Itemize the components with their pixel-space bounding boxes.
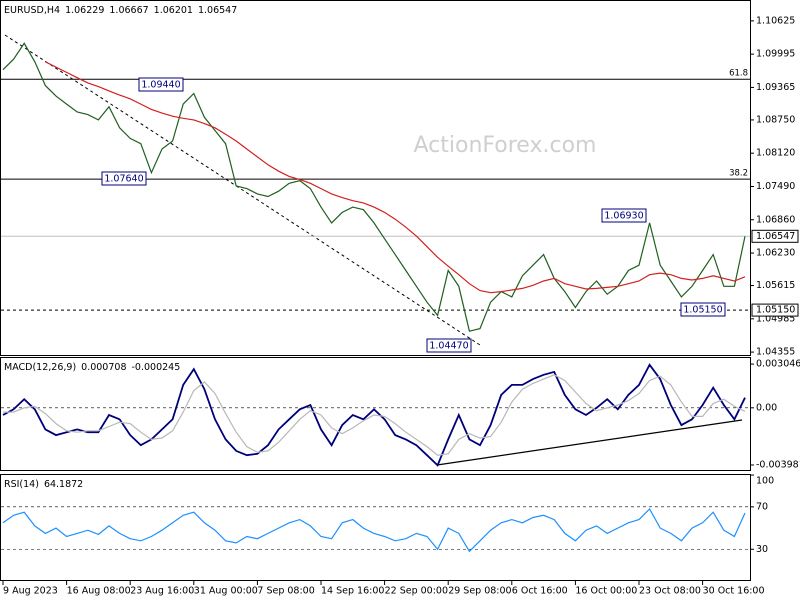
y-tick-label: 1.08120 bbox=[756, 148, 795, 159]
x-tick-label: 23 Oct 08:00 bbox=[639, 586, 701, 597]
annotation-label: 1.05150 bbox=[683, 305, 722, 316]
y-tick-label: 1.04985 bbox=[756, 313, 795, 324]
rsi-panel-frame bbox=[0, 474, 751, 581]
x-tick-label: 9 Aug 2023 bbox=[3, 586, 58, 597]
x-tick-label: 29 Sep 08:00 bbox=[448, 586, 511, 597]
annotation-label: 1.06930 bbox=[604, 211, 643, 222]
y-tick-label: 1.06230 bbox=[756, 248, 795, 259]
series-line bbox=[45, 61, 746, 294]
x-tick-label: 16 Aug 08:00 bbox=[67, 586, 131, 597]
annotation-box bbox=[426, 338, 472, 353]
annotation-box bbox=[138, 77, 184, 92]
series-line bbox=[2, 42, 746, 332]
x-tick-label: 31 Aug 00:00 bbox=[194, 586, 258, 597]
main-panel-frame bbox=[0, 0, 751, 356]
annotation-box bbox=[601, 208, 647, 223]
macd-panel-frame bbox=[0, 357, 751, 471]
price-tag-box bbox=[751, 229, 799, 243]
trend-line bbox=[4, 34, 481, 346]
y-tick-label: 0.00 bbox=[756, 402, 777, 413]
x-tick-label: 6 Oct 16:00 bbox=[512, 586, 568, 597]
panel-header: MACD(12,26,9) 0.000708 -0.000245 bbox=[4, 362, 180, 373]
y-tick-label: 70 bbox=[756, 501, 768, 512]
panel-title: RSI(14) bbox=[4, 479, 39, 490]
y-tick-label: 1.05615 bbox=[756, 280, 795, 291]
price-tag-box bbox=[751, 303, 799, 317]
watermark: ActionForex.com bbox=[414, 133, 597, 158]
series-line bbox=[2, 363, 746, 467]
series-line bbox=[3, 374, 746, 456]
series-line bbox=[2, 508, 746, 553]
level-label: 38.2 bbox=[729, 169, 748, 179]
y-tick-label: 0.003046 bbox=[756, 359, 800, 370]
x-tick-label: 22 Sep 00:00 bbox=[385, 586, 448, 597]
y-tick-label: 1.04355 bbox=[756, 347, 795, 358]
y-tick-label: -0.003981 bbox=[756, 459, 800, 470]
annotation-label: 1.04470 bbox=[429, 341, 468, 352]
y-tick-label: 1.09995 bbox=[756, 49, 795, 60]
x-tick-label: 30 Oct 16:00 bbox=[703, 586, 765, 597]
header-value: 1.06229 bbox=[65, 5, 104, 16]
y-tick-label: 1.09365 bbox=[756, 82, 795, 93]
price-tag: 1.05150 bbox=[756, 305, 795, 316]
macd-trend-line bbox=[436, 419, 743, 466]
panel-title: MACD(12,26,9) bbox=[4, 362, 76, 373]
x-tick-label: 23 Aug 16:00 bbox=[130, 586, 194, 597]
header-value: 64.1872 bbox=[44, 479, 83, 490]
x-tick-label: 16 Oct 00:00 bbox=[575, 586, 637, 597]
annotation-box bbox=[101, 171, 147, 186]
header-value: 1.06547 bbox=[198, 5, 237, 16]
annotation-box bbox=[680, 302, 726, 317]
annotation-label: 1.09440 bbox=[141, 80, 180, 91]
annotation-label: 1.07640 bbox=[104, 174, 143, 185]
header-value: -0.000245 bbox=[132, 362, 181, 373]
y-tick-label: 100 bbox=[756, 476, 774, 487]
panel-header: EURUSD,H4 1.06229 1.06667 1.06201 1.06547 bbox=[4, 5, 237, 16]
header-value: 0.000708 bbox=[81, 362, 126, 373]
y-tick-label: 1.06860 bbox=[756, 214, 795, 225]
y-tick-label: 1.10625 bbox=[756, 15, 795, 26]
y-tick-label: 1.08750 bbox=[756, 114, 795, 125]
x-tick-label: 14 Sep 16:00 bbox=[321, 586, 384, 597]
y-tick-label: 30 bbox=[756, 544, 768, 555]
panel-title: EURUSD,H4 bbox=[4, 5, 60, 16]
y-tick-label: 1.07490 bbox=[756, 181, 795, 192]
price-tag: 1.06547 bbox=[756, 231, 795, 242]
header-value: 1.06667 bbox=[109, 5, 148, 16]
panel-header: RSI(14) 64.1872 bbox=[4, 479, 83, 490]
header-value: 1.06201 bbox=[154, 5, 193, 16]
level-label: 61.8 bbox=[729, 69, 748, 79]
x-tick-label: 7 Sep 08:00 bbox=[257, 586, 314, 597]
